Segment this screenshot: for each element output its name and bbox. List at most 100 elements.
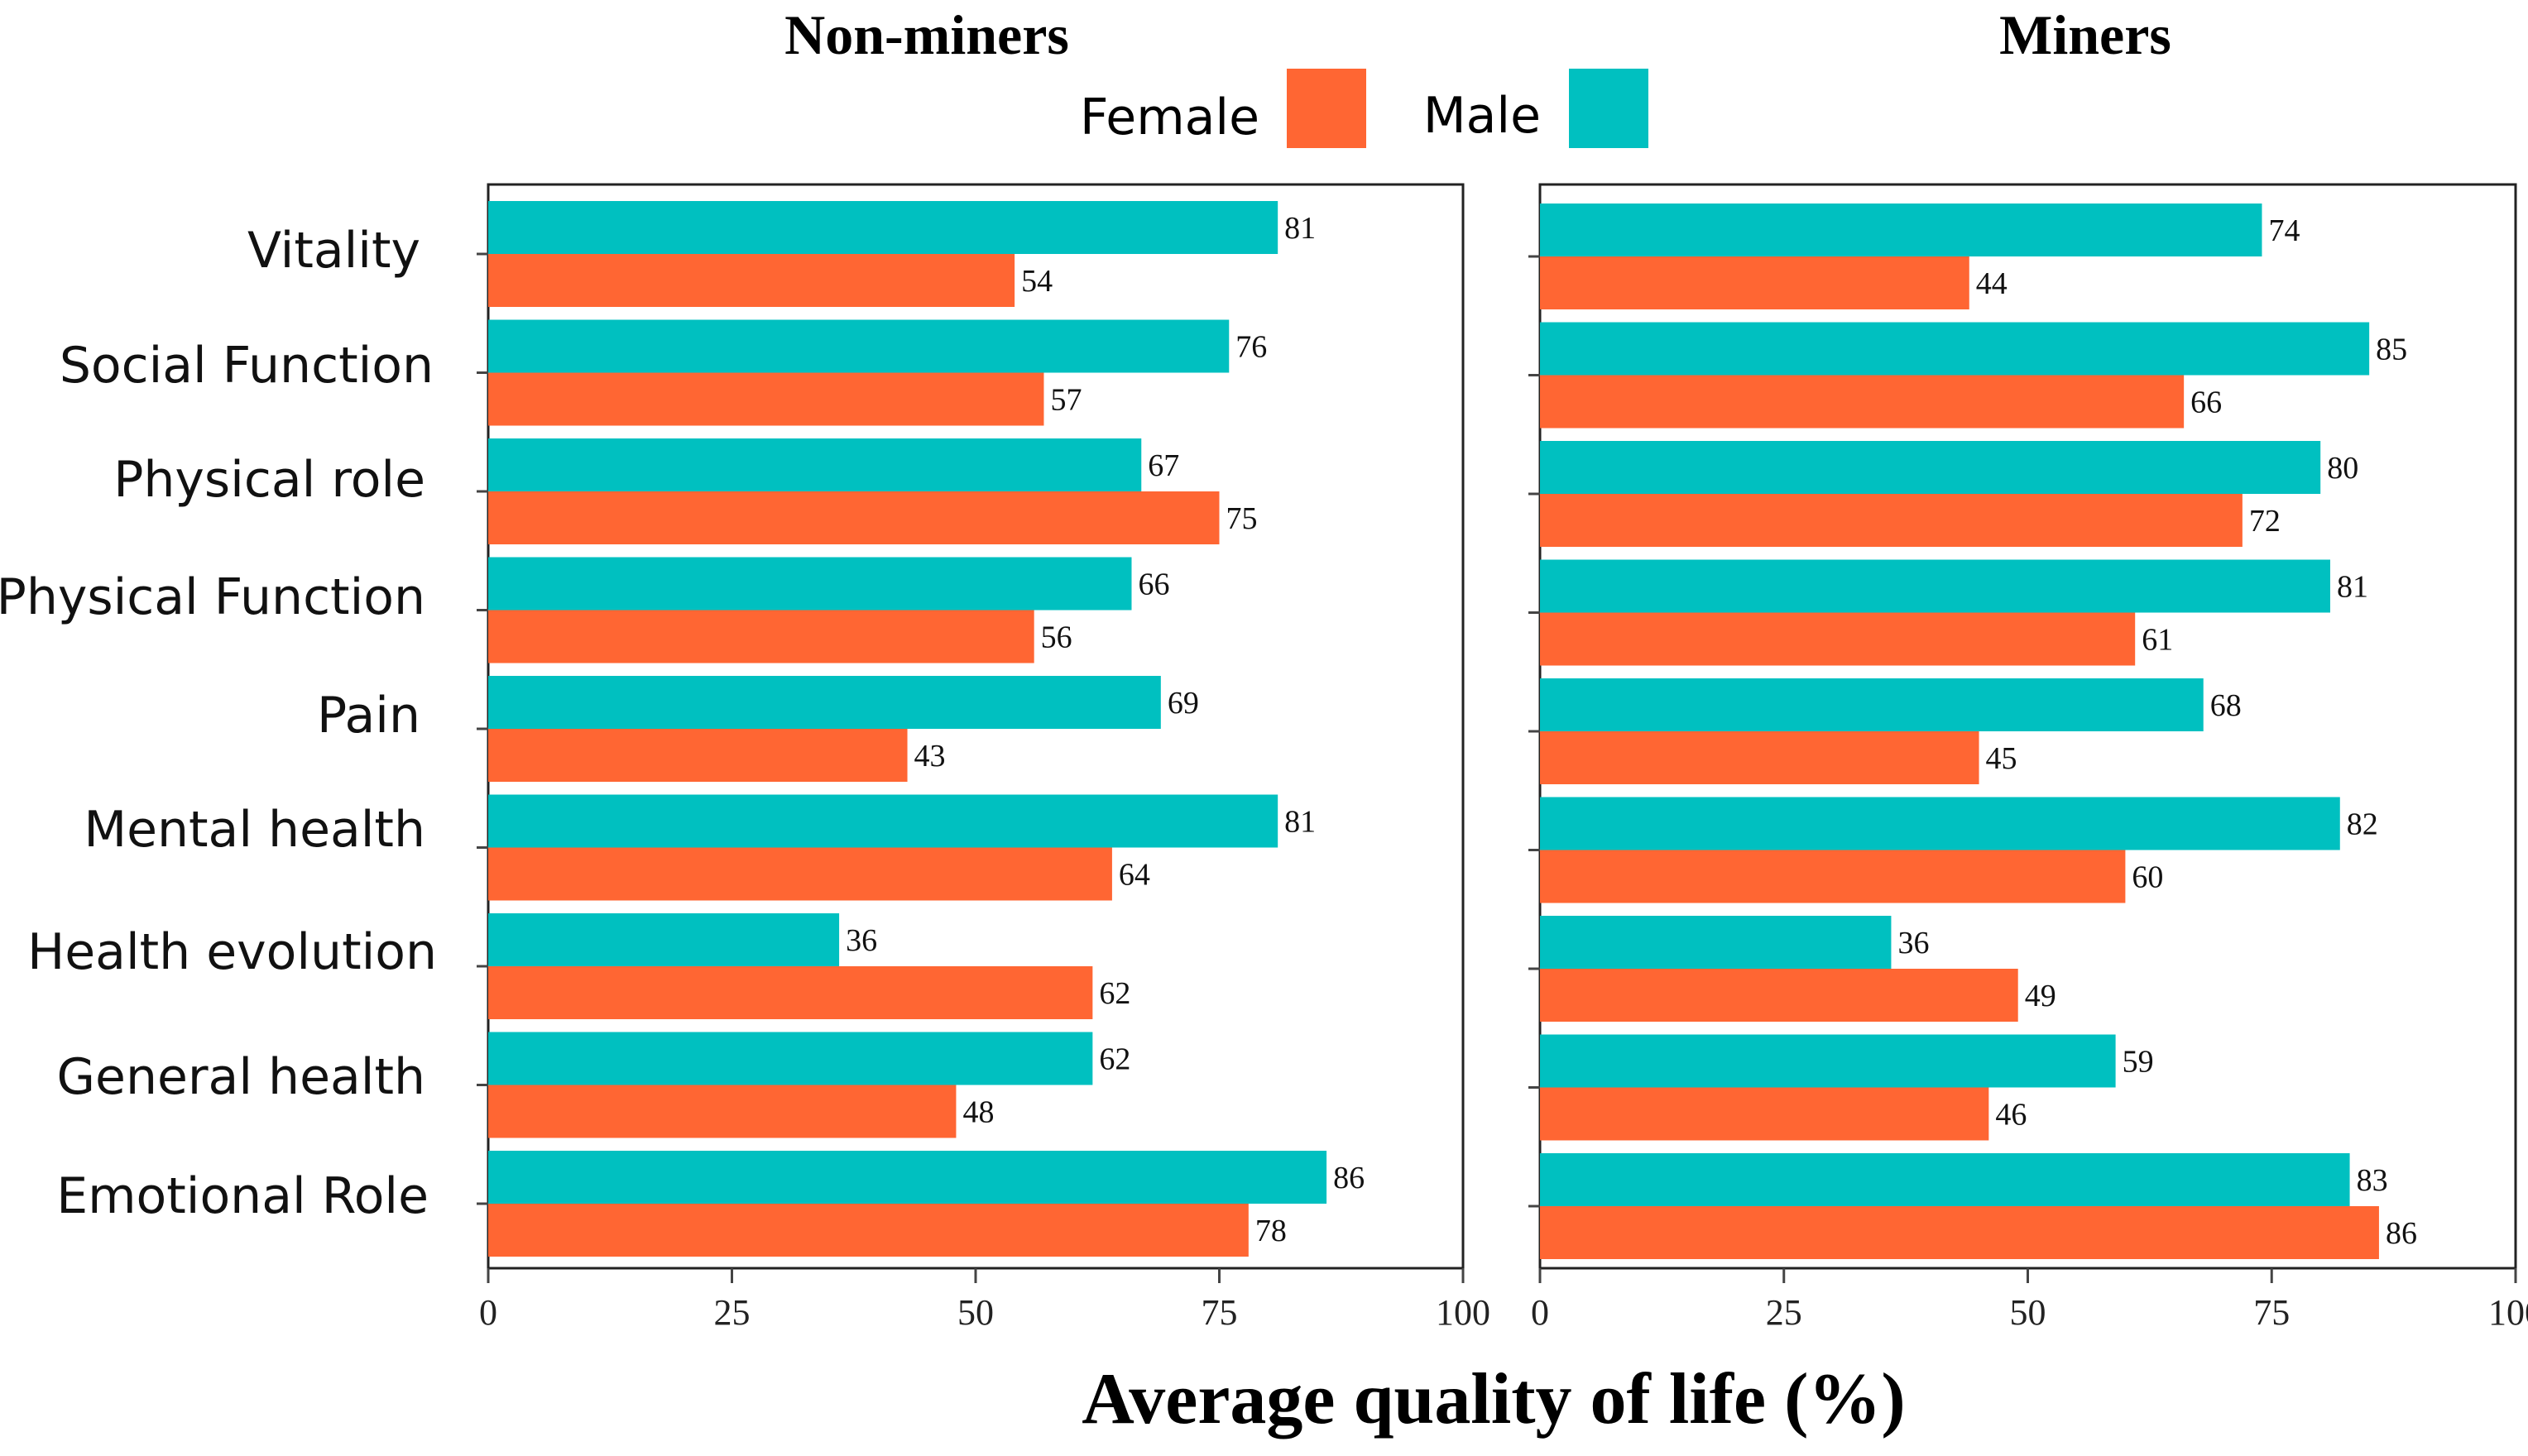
bar-male bbox=[1540, 441, 2321, 494]
bar-male bbox=[488, 1032, 1093, 1085]
data-label-female: 64 bbox=[1119, 858, 1150, 893]
bar-female bbox=[488, 1204, 1249, 1257]
legend: Female Male bbox=[1080, 69, 1648, 148]
bar-male bbox=[1540, 322, 2370, 376]
bar-female bbox=[1540, 850, 2126, 903]
data-label-male: 36 bbox=[846, 923, 877, 958]
legend-label-male: Male bbox=[1423, 87, 1541, 145]
bar-female bbox=[1540, 1087, 1989, 1141]
category-label: Physical Function bbox=[0, 568, 425, 626]
panel-title-non-miners: Non-miners bbox=[784, 3, 1069, 66]
category-label: Vitality bbox=[247, 222, 420, 280]
category-label: Social Function bbox=[60, 337, 434, 395]
data-label-male: 74 bbox=[2268, 213, 2300, 248]
category-label: Emotional Role bbox=[56, 1167, 429, 1225]
bar-male bbox=[488, 201, 1278, 254]
x-tick-label: 50 bbox=[957, 1292, 994, 1333]
data-label-male: 68 bbox=[2210, 688, 2242, 723]
bar-male bbox=[1540, 916, 1892, 969]
data-label-female: 48 bbox=[962, 1095, 994, 1130]
data-label-male: 76 bbox=[1235, 330, 1267, 365]
bar-male bbox=[1540, 678, 2204, 731]
bar-male bbox=[488, 913, 840, 966]
bar-female bbox=[488, 966, 1093, 1019]
bar-male bbox=[1540, 1034, 2116, 1088]
bar-male bbox=[488, 794, 1278, 848]
legend-label-female: Female bbox=[1080, 89, 1259, 146]
data-label-female: 78 bbox=[1255, 1214, 1287, 1248]
data-label-female: 75 bbox=[1226, 501, 1258, 536]
x-tick-label: 50 bbox=[2010, 1292, 2046, 1333]
panel-miners: 74 44 85 66 80 72 81 61 68 45 82 60 36 49 59 46 83 86 0 25 5… bbox=[1528, 183, 2528, 1333]
bar-female bbox=[1540, 1206, 2379, 1259]
data-label-female: 66 bbox=[2190, 386, 2222, 420]
bar-female bbox=[488, 254, 1015, 307]
bar-male bbox=[1540, 797, 2340, 850]
data-label-female: 56 bbox=[1041, 620, 1072, 655]
x-tick-label: 100 bbox=[1436, 1292, 1490, 1333]
data-label-female: 62 bbox=[1099, 976, 1130, 1011]
category-label: General health bbox=[57, 1048, 425, 1106]
data-label-male: 66 bbox=[1138, 568, 1169, 602]
bar-male bbox=[488, 1151, 1327, 1204]
data-label-male: 69 bbox=[1168, 686, 1199, 721]
data-label-male: 59 bbox=[2123, 1045, 2154, 1080]
data-label-male: 81 bbox=[2337, 570, 2368, 605]
data-label-female: 49 bbox=[2025, 979, 2056, 1013]
x-tick-label: 75 bbox=[1202, 1292, 1238, 1333]
bar-female bbox=[1540, 612, 2136, 666]
data-label-female: 46 bbox=[1995, 1098, 2027, 1133]
bar-female bbox=[488, 610, 1034, 663]
bar-male bbox=[1540, 559, 2330, 613]
panel-title-miners: Miners bbox=[1999, 3, 2171, 66]
data-label-male: 67 bbox=[1148, 448, 1179, 483]
data-label-male: 86 bbox=[1333, 1161, 1365, 1195]
panel-non-miners: 81 54 76 57 67 75 66 56 69 43 81 64 36 62 62 48 86 78 0 25 5… bbox=[477, 183, 1490, 1333]
data-label-female: 61 bbox=[2142, 623, 2173, 658]
data-label-female: 60 bbox=[2132, 860, 2163, 895]
bar-female bbox=[488, 847, 1112, 901]
data-label-female: 45 bbox=[1986, 741, 2017, 776]
bar-female bbox=[1540, 494, 2243, 547]
bar-female bbox=[488, 491, 1220, 544]
data-label-male: 80 bbox=[2327, 451, 2358, 486]
data-label-female: 72 bbox=[2249, 504, 2281, 539]
x-tick-label: 100 bbox=[2488, 1292, 2528, 1333]
x-tick-label: 25 bbox=[1766, 1292, 1802, 1333]
data-label-female: 57 bbox=[1050, 383, 1082, 418]
data-label-male: 81 bbox=[1284, 211, 1316, 246]
data-label-male: 83 bbox=[2357, 1163, 2388, 1198]
bar-male bbox=[488, 438, 1142, 491]
bar-male bbox=[488, 676, 1161, 729]
bar-female bbox=[488, 372, 1044, 426]
bar-male bbox=[1540, 1153, 2350, 1206]
category-label: Mental health bbox=[84, 801, 425, 859]
category-labels: Vitality Social Function Physical role P… bbox=[0, 222, 437, 1225]
data-label-female: 54 bbox=[1021, 264, 1053, 299]
category-label: Pain bbox=[317, 687, 420, 745]
bar-female bbox=[1540, 731, 1979, 784]
data-label-male: 85 bbox=[2376, 333, 2407, 367]
bar-male bbox=[488, 319, 1230, 373]
legend-swatch-female bbox=[1287, 69, 1366, 148]
bar-female bbox=[488, 1085, 957, 1138]
category-label: Physical role bbox=[113, 451, 425, 509]
x-axis-label: Average quality of life (%) bbox=[1082, 1359, 1905, 1439]
legend-swatch-male bbox=[1569, 69, 1648, 148]
bar-female bbox=[1540, 375, 2185, 429]
bar-female bbox=[1540, 256, 1969, 309]
x-tick-label: 75 bbox=[2253, 1292, 2290, 1333]
x-tick-label: 0 bbox=[1531, 1292, 1549, 1333]
data-label-male: 36 bbox=[1897, 926, 1929, 960]
x-tick-label: 25 bbox=[714, 1292, 751, 1333]
data-label-female: 43 bbox=[914, 739, 946, 774]
data-label-male: 62 bbox=[1099, 1042, 1130, 1077]
bar-female bbox=[1540, 969, 2018, 1022]
data-label-male: 81 bbox=[1284, 805, 1316, 840]
data-label-female: 44 bbox=[1976, 266, 2008, 301]
x-tick-label: 0 bbox=[479, 1292, 497, 1333]
data-label-male: 82 bbox=[2347, 807, 2378, 842]
bar-male bbox=[1540, 204, 2262, 256]
data-label-female: 86 bbox=[2386, 1216, 2417, 1251]
